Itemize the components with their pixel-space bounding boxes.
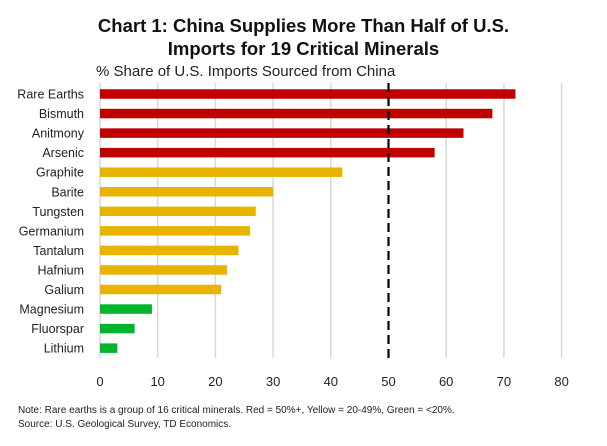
- bar-hafnium: [100, 265, 227, 275]
- chart-subtitle: % Share of U.S. Imports Sourced from Chi…: [96, 63, 396, 80]
- bar-rare-earths: [100, 89, 516, 99]
- bar-bismuth: [100, 108, 493, 119]
- category-label: Hafnium: [37, 263, 84, 277]
- x-tick-label: 80: [554, 374, 568, 389]
- category-label: Germanium: [19, 224, 84, 238]
- bar-arsenic: [100, 147, 435, 158]
- x-tick-label: 0: [96, 374, 103, 389]
- category-labels: Rare Earths Bismuth Anitmony Arsenic Graphit…: [17, 88, 84, 356]
- category-label: Bismuth: [39, 107, 84, 121]
- category-label: Anitmony: [32, 127, 85, 141]
- bar-magnesium: [100, 304, 152, 314]
- bar-tantalum: [100, 245, 239, 256]
- x-tick-label: 20: [208, 374, 222, 389]
- x-tick-label: 30: [266, 374, 280, 389]
- category-label: Barite: [51, 185, 84, 199]
- x-tick-label: 10: [150, 374, 164, 389]
- x-tick-label: 70: [497, 374, 511, 389]
- category-label: Graphite: [36, 166, 84, 180]
- bar-galium: [100, 284, 222, 295]
- bar-tungsten: [100, 206, 256, 217]
- bar-graphite: [100, 167, 343, 177]
- chart-title-line-1: Chart 1: China Supplies More Than Half o…: [97, 15, 510, 36]
- bar-germanium: [100, 226, 251, 236]
- category-label: Magnesium: [19, 303, 84, 317]
- category-label: Fluorspar: [31, 322, 84, 336]
- bars: [100, 89, 516, 353]
- footer-source: Source: U.S. Geological Survey, TD Econo…: [18, 419, 232, 430]
- bar-barite: [100, 187, 274, 197]
- x-tick-label: 50: [381, 374, 395, 389]
- bar-lithium: [100, 343, 118, 353]
- x-tick-label: 40: [324, 374, 338, 389]
- footer-note: Note: Rare earths is a group of 16 criti…: [18, 405, 455, 416]
- category-label: Tungsten: [32, 205, 84, 219]
- chart-title: Chart 1: China Supplies More Than Half o…: [0, 14, 607, 60]
- category-label: Rare Earths: [17, 88, 84, 102]
- chart-title-line-2: Imports for 19 Critical Minerals: [167, 38, 440, 59]
- gridlines: [99, 83, 563, 358]
- category-label: Lithium: [44, 342, 84, 356]
- chart-footer: Note: Rare earths is a group of 16 criti…: [18, 404, 455, 432]
- x-tick-labels: 0 10 20 30 40 50 60 70 80: [96, 374, 568, 389]
- x-tick-label: 60: [439, 374, 453, 389]
- bar-fluorspar: [100, 323, 135, 334]
- category-label: Tantalum: [33, 244, 84, 258]
- category-label: Galium: [44, 283, 84, 297]
- bar-anitmony: [100, 128, 464, 138]
- category-label: Arsenic: [42, 146, 84, 160]
